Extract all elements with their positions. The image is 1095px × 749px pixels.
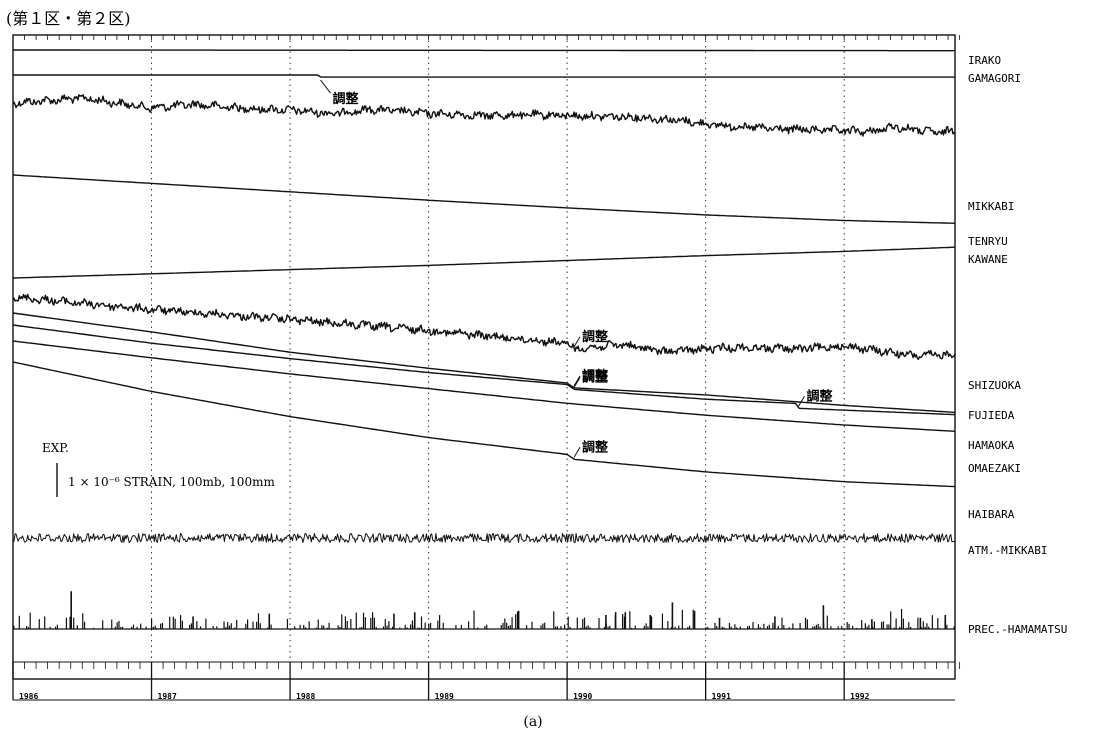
year-label-1992: 1992 [850,692,869,701]
adjustment-note: 調整 [573,368,609,387]
label-gamagori: GAMAGORI [968,72,1021,85]
note-text: 調整 [582,369,609,385]
series-hamaoka [12,324,956,416]
year-label-1988: 1988 [296,692,315,701]
series-fujieda [12,312,956,414]
scale-label: EXP. [42,441,69,455]
label-prec-hamamatsu: PREC.-HAMAMATSU [968,623,1067,636]
label-fujieda: FUJIEDA [968,409,1015,422]
series-atm-mikkabi [12,533,956,543]
figure-caption: (a) [523,714,542,730]
series-shizuoka [12,293,956,361]
adjustment-note: 調整 [573,329,609,348]
note-text: 調整 [582,368,609,384]
label-irako: IRAKO [968,54,1001,67]
series-prec-hamamatsu [13,591,955,630]
label-atm-mikkabi: ATM.-MIKKABI [968,544,1047,557]
scale-text: 1 × 10⁻⁶ STRAIN, 100mb, 100mm [68,475,275,489]
year-labels: 1986 1987 1988 1989 1990 1991 1992 [19,692,870,701]
label-hamaoka: HAMAOKA [968,439,1015,452]
series-gamagori [13,74,955,78]
plot-frame [12,34,956,680]
adjustment-note: 調整 [798,388,833,407]
year-label-1989: 1989 [435,692,454,701]
note-arrow [573,336,581,348]
year-label-1986: 1986 [19,692,38,701]
note-arrow [573,377,581,388]
series-labels: IRAKO GAMAGORI MIKKABI TENRYU KAWANE SHIZUOKA… [968,54,1067,636]
series-kawane [12,246,956,279]
series-omaezaki [12,340,956,432]
adjustment-note: 調整 [573,439,609,458]
series-tenryu [12,174,956,224]
note-text: 調整 [582,439,609,455]
time-axis-ticks [12,35,961,701]
year-label-1990: 1990 [573,692,592,701]
note-arrow [320,79,331,94]
note-text: 調整 [582,329,609,345]
label-haibara: HAIBARA [968,508,1015,521]
label-shizuoka: SHIZUOKA [968,379,1021,392]
note-arrow [573,375,581,387]
series-group [12,49,956,630]
series-irako [13,49,955,52]
series-mikkabi [12,94,956,137]
note-arrow [573,447,581,458]
note-text: 調整 [333,91,360,107]
chart-title: (第１区・第２区) [6,9,131,28]
note-text: 調整 [806,388,833,404]
adjustment-note: 調整 [573,369,609,388]
label-kawane: KAWANE [968,253,1008,266]
scale-legend: EXP. 1 × 10⁻⁶ STRAIN, 100mb, 100mm [42,441,275,497]
label-mikkabi: MIKKABI [968,200,1014,213]
label-tenryu: TENRYU [968,235,1008,248]
adjustment-note: 調整 [320,79,360,107]
label-omaezaki: OMAEZAKI [968,462,1021,475]
note-arrow [798,396,805,407]
series-haibara [12,361,956,488]
year-label-1991: 1991 [712,692,731,701]
year-label-1987: 1987 [158,692,177,701]
